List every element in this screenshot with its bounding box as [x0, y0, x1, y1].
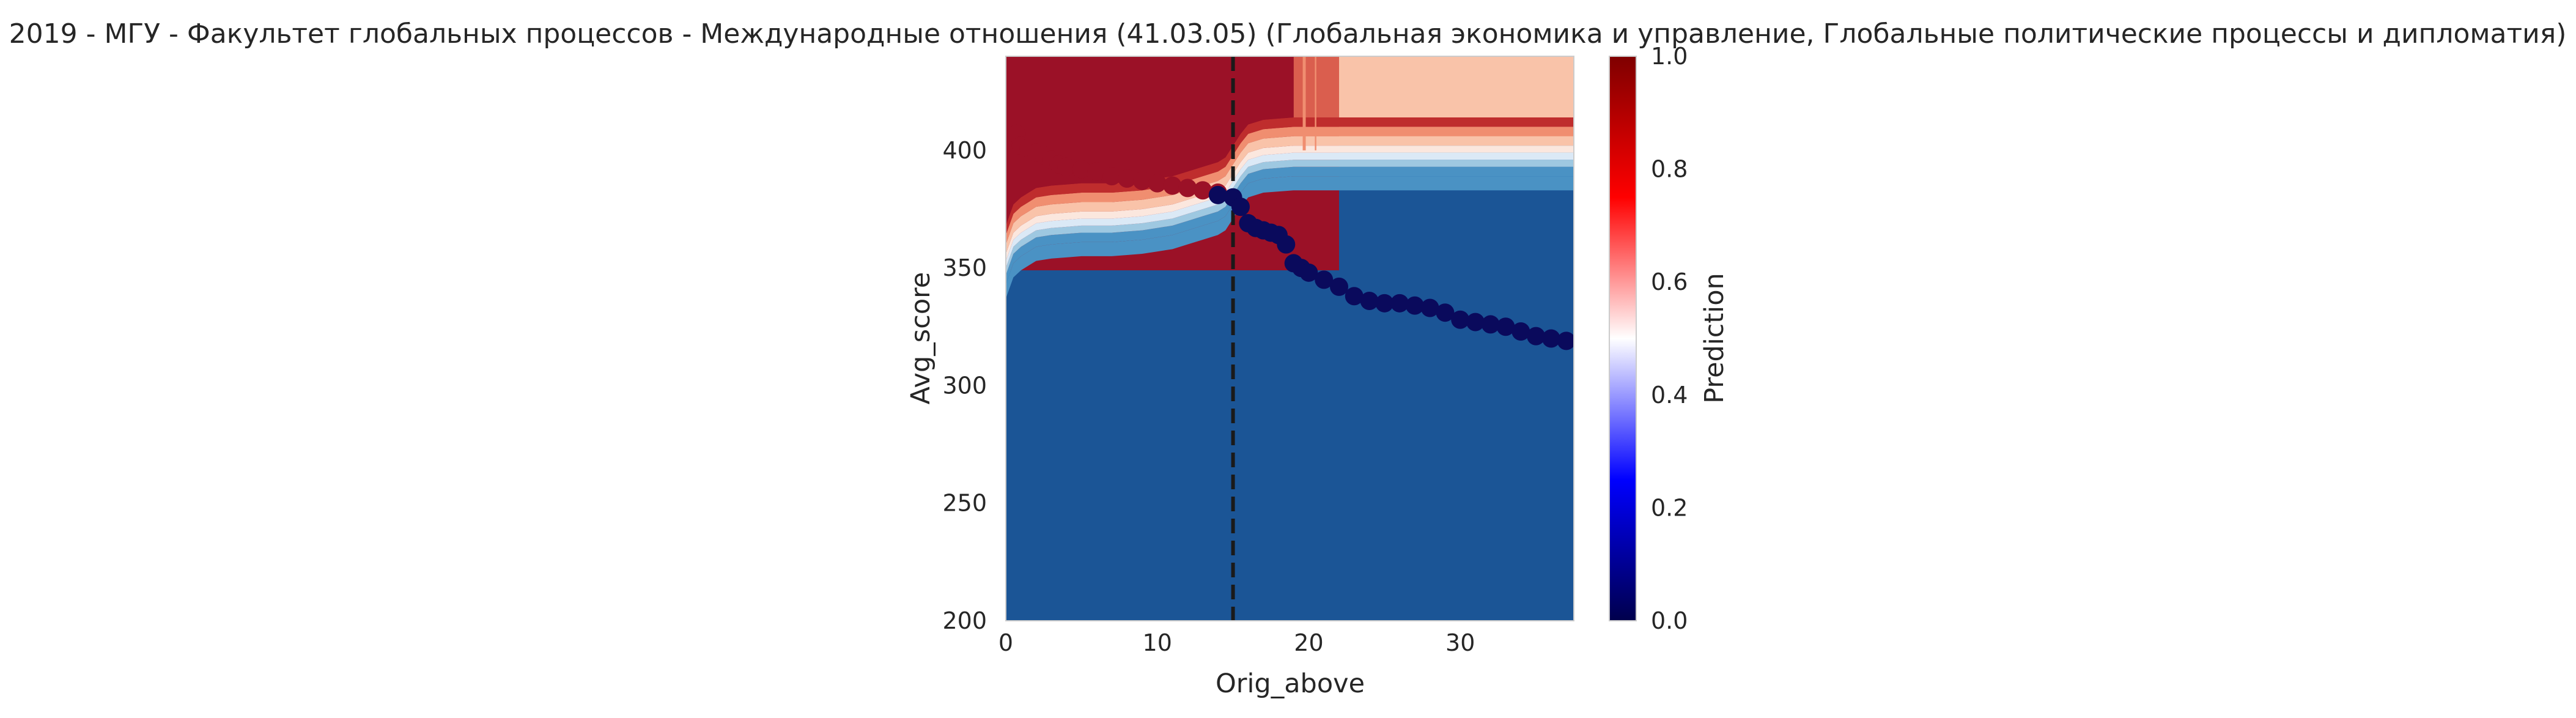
colorbar-tick-label: 0.2: [1651, 494, 1688, 521]
data-point: [1315, 270, 1334, 289]
chart-title: 2019 - МГУ - Факультет глобальных процес…: [9, 18, 2567, 50]
contour-region-high: [1006, 56, 1294, 226]
contour-streak: [1315, 56, 1316, 150]
colorbar-tick-label: 0.0: [1651, 607, 1688, 634]
data-point: [1527, 327, 1546, 346]
y-axis-ticks: 200 250 300 350 400: [942, 137, 987, 634]
data-point: [1102, 167, 1121, 186]
colorbar-tick-label: 0.8: [1651, 156, 1688, 183]
data-point: [1360, 291, 1379, 310]
data-point: [1541, 329, 1560, 348]
data-point: [1330, 277, 1349, 296]
colorbar-tick-label: 0.6: [1651, 268, 1688, 295]
data-point: [1390, 294, 1409, 313]
y-tick-label: 300: [942, 372, 987, 399]
data-point: [1420, 298, 1439, 317]
data-point: [1511, 322, 1530, 341]
data-point: [1194, 181, 1212, 200]
colorbar-tick-label: 1.0: [1651, 43, 1688, 70]
y-axis-label: Avg_score: [906, 272, 936, 405]
colorbar-ticks: 0.0 0.2 0.4 0.6 0.8 1.0: [1651, 43, 1688, 634]
data-point: [1299, 263, 1318, 282]
data-point: [1375, 294, 1394, 313]
data-point: [1436, 303, 1455, 322]
y-tick-label: 350: [942, 254, 987, 281]
contour-band: [1006, 176, 1574, 299]
y-tick-label: 250: [942, 490, 987, 517]
data-point: [1496, 317, 1515, 336]
data-point: [1208, 185, 1227, 204]
data-point: [1132, 171, 1151, 190]
x-axis-ticks: 0 10 20 30: [998, 629, 1475, 656]
data-point: [1148, 174, 1167, 193]
data-point: [1345, 287, 1364, 306]
data-point: [1087, 162, 1106, 181]
plot-area: [1006, 56, 1574, 621]
data-point: [1072, 160, 1091, 179]
x-tick-label: 0: [998, 629, 1013, 656]
x-axis-label: Orig_above: [1216, 668, 1365, 699]
data-point: [1557, 331, 1574, 350]
x-tick-label: 30: [1445, 629, 1475, 656]
y-tick-label: 200: [942, 607, 987, 634]
data-point: [1163, 176, 1182, 195]
x-tick-label: 10: [1143, 629, 1172, 656]
colorbar: [1609, 56, 1637, 621]
plot-frame: [1005, 56, 1574, 621]
data-point: [1277, 235, 1296, 254]
data-point: [1178, 179, 1197, 198]
x-tick-label: 20: [1294, 629, 1323, 656]
data-point: [1057, 157, 1076, 176]
data-point: [1466, 313, 1485, 331]
colorbar-label: Prediction: [1699, 273, 1730, 404]
data-point: [1451, 310, 1470, 329]
colorbar-tick-label: 0.4: [1651, 382, 1688, 409]
y-tick-label: 400: [942, 137, 987, 164]
data-point: [1118, 169, 1137, 188]
data-point: [1405, 296, 1424, 315]
data-point: [1231, 198, 1250, 217]
contour-streak: [1302, 56, 1306, 150]
data-point: [1481, 315, 1500, 334]
